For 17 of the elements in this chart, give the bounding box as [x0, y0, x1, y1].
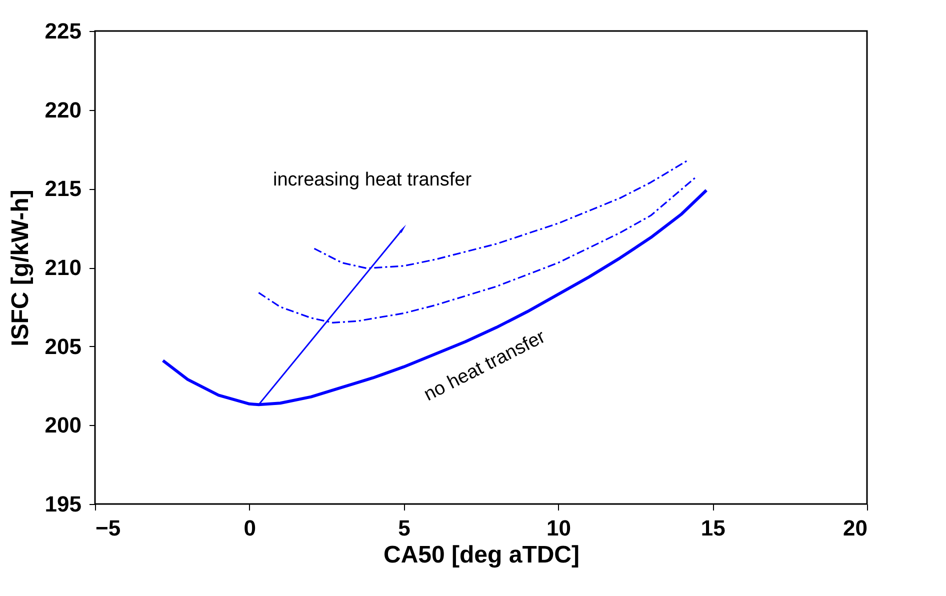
x-tick-label: 15 [700, 516, 726, 540]
y-tick-label: 205 [44, 334, 82, 359]
y-tick-label: 220 [44, 97, 82, 122]
x-tick-label: 5 [398, 516, 410, 540]
annotation: increasing heat transfer [272, 170, 472, 191]
y-tick-label: 215 [44, 176, 82, 202]
x-axis-title: CA50 [deg aTDC] [383, 542, 580, 568]
x-tick-label: −5 [96, 516, 121, 540]
y-axis-title: ISFC [g/kW-h] [6, 190, 34, 346]
y-tick-label: 225 [44, 18, 82, 44]
y-tick-label: 200 [44, 412, 82, 438]
line-series [161, 188, 708, 406]
y-tick-label: 210 [44, 255, 82, 280]
x-tick-label: 0 [244, 516, 256, 540]
x-tick-label: 20 [843, 516, 868, 540]
x-tick-label: 10 [546, 516, 571, 540]
y-tick-label: 195 [44, 492, 82, 516]
